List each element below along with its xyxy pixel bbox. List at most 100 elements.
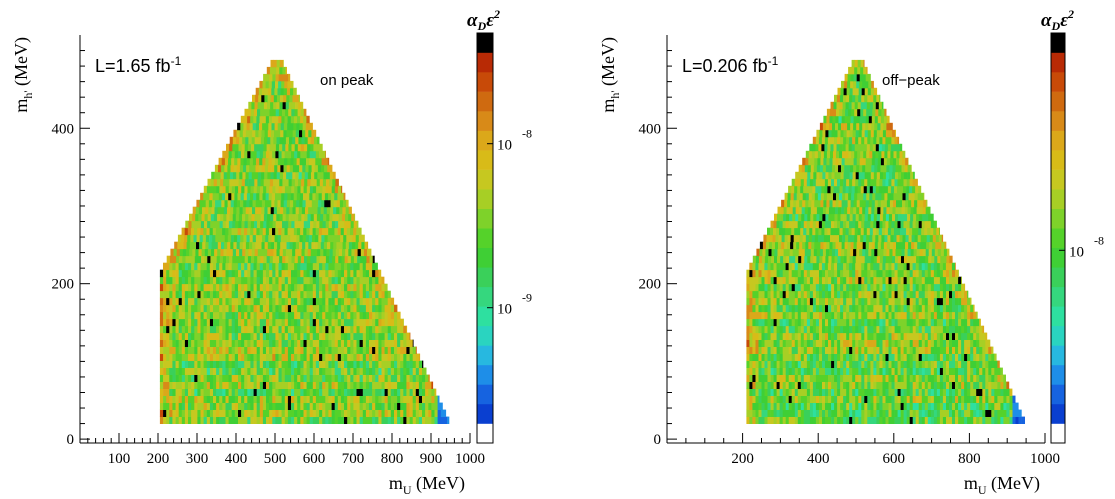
heatmap-cell <box>281 318 286 327</box>
heatmap-cell <box>952 318 956 327</box>
heatmap-cell <box>210 178 215 187</box>
heatmap-cell <box>924 353 929 361</box>
heatmap-cell <box>312 157 316 166</box>
heatmap-cell <box>900 409 904 417</box>
heatmap-cell <box>271 164 275 173</box>
heatmap-cell <box>985 353 989 361</box>
heatmap-cell <box>982 346 986 354</box>
heatmap-cell <box>806 269 811 278</box>
heatmap-cell <box>846 402 850 410</box>
heatmap-cell <box>338 248 343 257</box>
heatmap-cell <box>431 381 434 389</box>
heatmap-cell <box>315 234 319 243</box>
heatmap-cell <box>846 332 850 340</box>
heatmap-cell <box>319 269 323 278</box>
heatmap-cell <box>958 318 962 327</box>
heatmap-cell <box>949 402 953 410</box>
heatmap-cell <box>834 353 838 361</box>
heatmap-cell <box>933 346 938 354</box>
heatmap-cell <box>350 220 355 229</box>
heatmap-cell <box>930 318 935 327</box>
heatmap-cell <box>309 192 313 201</box>
heatmap-cell <box>384 416 389 424</box>
heatmap-cell <box>828 311 832 320</box>
heatmap-cell <box>358 241 362 250</box>
heatmap-cell <box>266 283 270 292</box>
heatmap-cell <box>921 283 926 292</box>
heatmap-cell <box>223 171 228 180</box>
heatmap-cell <box>181 416 186 424</box>
heatmap-cell <box>362 290 367 299</box>
heatmap-cell <box>201 255 205 264</box>
heatmap-cell <box>232 213 237 222</box>
heatmap-cell <box>250 367 254 375</box>
heatmap-cell <box>301 178 305 187</box>
heatmap-cell <box>970 353 974 361</box>
heatmap-cell <box>791 346 796 354</box>
heatmap-cell <box>855 346 859 354</box>
heatmap-cell <box>356 416 360 424</box>
heatmap-cell <box>806 318 811 327</box>
heatmap-cell <box>339 241 343 250</box>
heatmap-cell <box>918 374 923 382</box>
heatmap-cell <box>797 339 802 347</box>
heatmap-cell <box>964 353 968 361</box>
heatmap-cell <box>955 353 959 361</box>
heatmap-cell <box>200 192 204 201</box>
heatmap-cell <box>815 360 820 368</box>
heatmap-cell <box>266 220 270 229</box>
heatmap-cell <box>861 381 865 389</box>
heatmap-cell <box>275 325 279 334</box>
heatmap-cell <box>281 227 285 236</box>
heatmap-cell <box>282 213 287 222</box>
heatmap-cell <box>219 311 223 320</box>
heatmap-cell <box>418 395 423 403</box>
heatmap-cell <box>879 416 883 424</box>
heatmap-cell <box>241 416 245 424</box>
heatmap-cell <box>252 241 256 250</box>
heatmap-cell <box>831 269 835 278</box>
heatmap-cell <box>946 269 950 278</box>
heatmap-cell <box>949 269 953 278</box>
heatmap-cell <box>988 402 992 410</box>
heatmap-cell <box>362 269 367 278</box>
heatmap-cell <box>403 374 407 382</box>
heatmap-cell <box>846 381 850 389</box>
heatmap-cell <box>384 346 389 354</box>
heatmap-cell <box>1009 402 1013 410</box>
heatmap-cell <box>347 297 351 306</box>
heatmap-cell <box>825 402 829 410</box>
heatmap-cell <box>876 269 880 278</box>
heatmap-cell <box>291 360 295 368</box>
heatmap-cell <box>334 325 339 334</box>
heatmap-cell <box>222 220 227 229</box>
heatmap-cell <box>309 325 314 334</box>
heatmap-cell <box>247 227 251 236</box>
heatmap-cell <box>764 255 769 264</box>
heatmap-cell <box>213 262 217 271</box>
heatmap-cell <box>219 416 223 424</box>
heatmap-cell <box>749 269 753 278</box>
heatmap-cell <box>311 129 315 138</box>
heatmap-cell <box>797 325 802 334</box>
heatmap-cell <box>930 395 935 403</box>
heatmap-cell <box>338 220 342 229</box>
heatmap-cell <box>178 311 183 320</box>
heatmap-cell <box>309 290 314 299</box>
heatmap-cell <box>328 360 332 368</box>
heatmap-cell <box>200 269 204 278</box>
heatmap-cell <box>794 332 799 340</box>
heatmap-cell <box>231 353 236 361</box>
heatmap-cell <box>262 283 267 292</box>
heatmap-cell <box>325 150 326 159</box>
heatmap-cell <box>261 199 266 208</box>
heatmap-cell <box>910 255 914 264</box>
heatmap-cell <box>873 311 877 320</box>
heatmap-cell <box>234 374 239 382</box>
heatmap-cell <box>921 339 926 347</box>
heatmap-cell <box>752 255 757 264</box>
heatmap-cell <box>300 108 305 117</box>
heatmap-cell <box>812 395 817 403</box>
heatmap-cell <box>217 248 221 257</box>
heatmap-cell <box>301 101 304 110</box>
